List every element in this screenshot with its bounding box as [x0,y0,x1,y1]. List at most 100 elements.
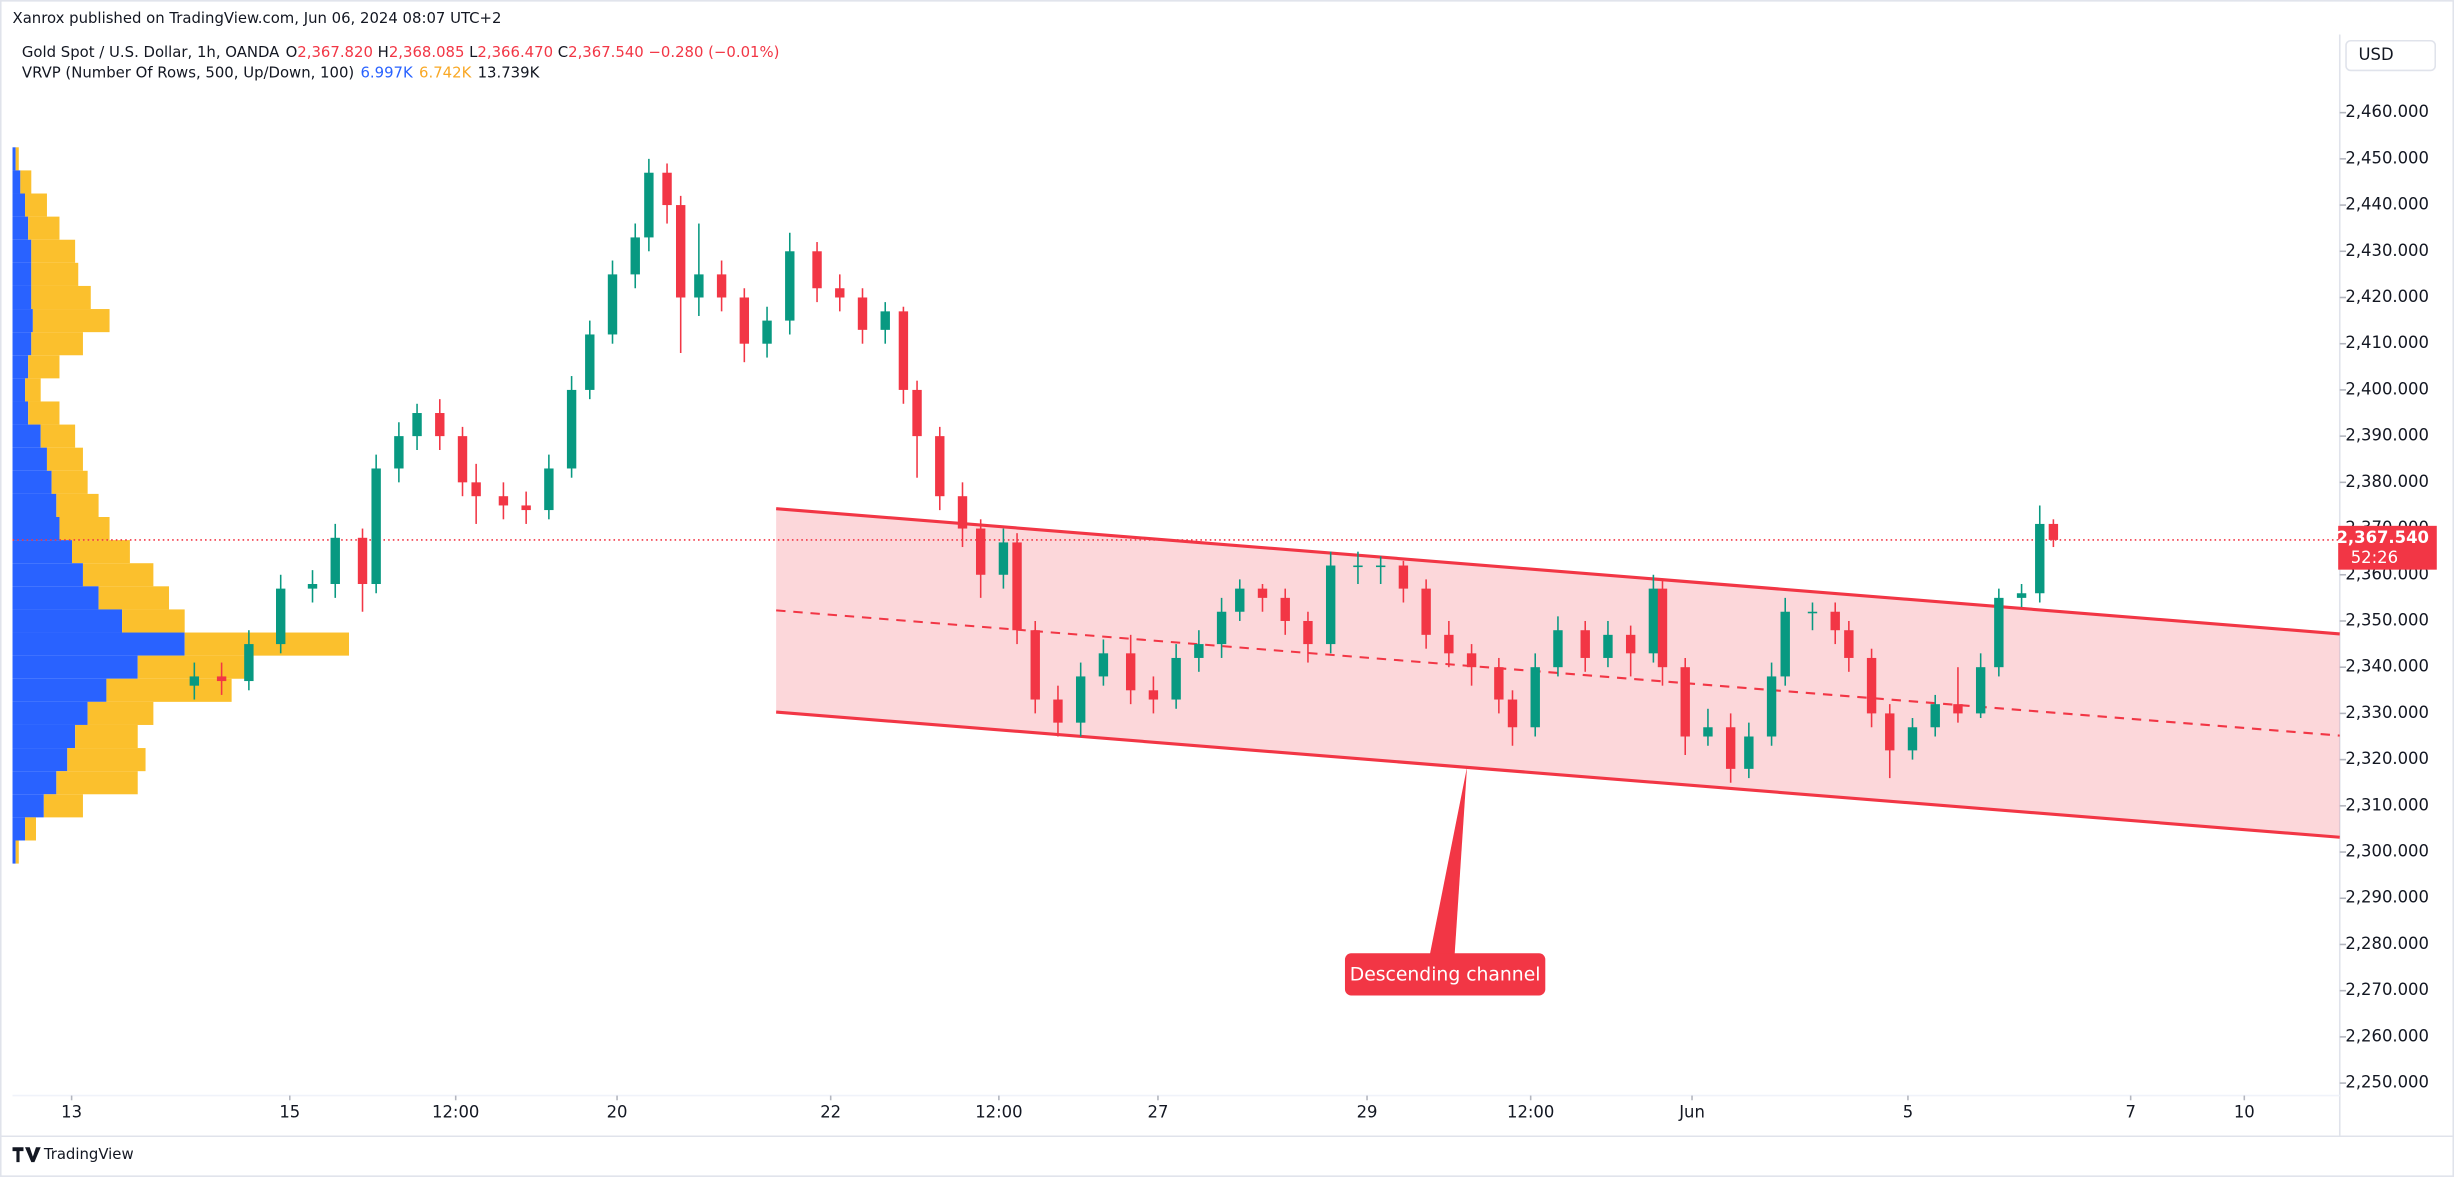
candle-body [1466,653,1477,668]
volume-down [25,817,36,841]
volume-down [71,540,130,564]
volume-down [82,563,154,587]
candle-body [471,482,481,497]
y-tick-label: 2,400.000 [2345,379,2429,398]
candle-body [1280,597,1290,621]
candle-body [2016,593,2027,598]
volume-up [12,216,29,240]
y-tick-label: 2,290.000 [2345,888,2429,907]
volume-up [12,193,26,217]
candle-body [880,311,890,330]
candle-body [2048,523,2059,540]
volume-up [12,540,72,564]
y-tick-label: 2,330.000 [2345,703,2429,722]
volume-up [12,817,26,841]
symbol-title: Gold Spot / U.S. Dollar, 1h, OANDA [22,43,280,61]
volume-down [59,517,110,541]
candle-body [835,288,845,298]
y-tick-label: 2,340.000 [2345,657,2429,676]
volume-up [12,748,68,772]
x-tick-label: 12:00 [432,1102,479,1121]
candle-body [1235,588,1245,612]
x-tick-label: 15 [279,1102,300,1121]
candle-body [1885,713,1895,751]
currency[interactable]: USD [2359,45,2394,64]
ohlc-value: 2,366.470 [477,43,553,61]
change: −0.280 (−0.01%) [648,43,779,61]
candle-body [812,251,822,289]
indicator-title: VRVP (Number Of Rows, 500, Up/Down, 100) [22,64,354,82]
volume-up [12,262,32,286]
volume-up [12,655,138,679]
candle-body [1303,620,1313,645]
candle-body [1780,611,1790,677]
volume-down [15,147,19,171]
candle-body [1703,727,1713,737]
candle-body [1325,565,1336,645]
volume-up [12,309,33,333]
candle-body [1171,657,1181,700]
candle-body [2035,523,2045,594]
volume-up [12,678,107,702]
volume-down [56,771,138,795]
candle-body [1030,630,1040,700]
candle-body [675,205,686,298]
candle-body [998,542,1009,575]
volume-up [12,285,32,310]
x-tick-label: 29 [1357,1102,1378,1121]
candle-body [1098,653,1109,677]
candle-body [1603,634,1613,658]
currency-box[interactable] [2345,39,2437,72]
volume-down [106,678,232,702]
y-tick-label: 2,320.000 [2345,749,2429,768]
volume-down [31,332,83,356]
channel-upper [776,507,2340,636]
candle-body [189,676,200,686]
candle-body [566,389,577,469]
ohlc-key: C [558,43,568,61]
volume-down [31,285,91,310]
candle-body [1444,634,1454,654]
candle-body [1375,565,1386,568]
volume-down [28,355,60,379]
y-tick-label: 2,420.000 [2345,287,2429,306]
candle-body [1744,736,1754,769]
volume-down [31,239,76,263]
y-tick-label: 2,440.000 [2345,195,2429,214]
volume-up [12,447,47,471]
candle-body [498,496,509,506]
candle-body [276,588,286,645]
candle-body [1494,667,1504,700]
candle-body [1975,667,1986,714]
candle-body [1398,565,1409,589]
candle-body [585,334,595,390]
annotation-text: Descending channel [1350,965,1541,986]
y-tick-label: 2,380.000 [2345,472,2429,491]
y-tick-label: 2,450.000 [2345,148,2429,167]
candle-body [762,320,772,344]
volume-down [28,216,60,240]
candle-body [1148,690,1159,700]
volume-down [40,424,76,448]
x-tick-label: 10 [2234,1102,2255,1121]
y-tick-label: 2,260.000 [2345,1026,2429,1045]
volume-up [12,378,26,402]
volume-down [122,609,185,633]
volume-up [12,424,41,448]
volume-up [12,563,83,587]
y-tick-label: 2,460.000 [2345,102,2429,121]
candle-body [1625,634,1636,654]
volume-down [31,262,79,286]
volume-up [12,401,29,425]
y-tick-label: 2,310.000 [2345,795,2429,814]
candle-body [1866,657,1877,714]
y-tick-label: 2,280.000 [2345,934,2429,953]
x-tick-label: 27 [1148,1102,1169,1121]
volume-up [12,147,16,171]
ohlc-key: H [378,43,389,61]
volume-up [12,771,57,795]
indicator-value: 6.997K [360,64,414,82]
x-tick-label: 20 [607,1102,628,1121]
ohlc-value: 2,368.085 [389,43,465,61]
